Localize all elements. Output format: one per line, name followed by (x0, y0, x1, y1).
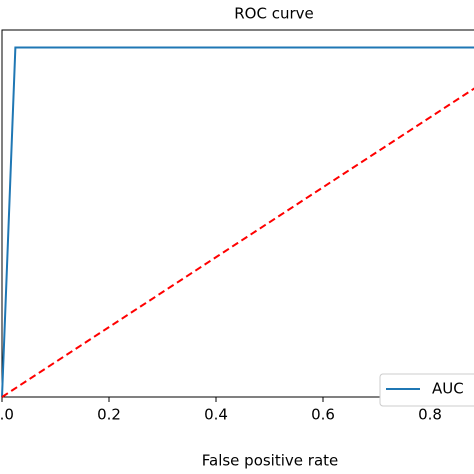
x-tick-label: 0.6 (311, 406, 335, 424)
legend-box (379, 373, 474, 407)
x-tick-label: 0.0 (0, 406, 14, 424)
x-tick-label: 0.4 (204, 406, 228, 424)
x-tick-label: 0.8 (418, 406, 442, 424)
series-line (1, 87, 474, 398)
chart-title: ROC curve (234, 5, 314, 23)
plot-frame (1, 29, 474, 398)
legend-label: AUC (432, 380, 464, 398)
x-tick-label: 0.2 (97, 406, 121, 424)
legend: AUC (379, 373, 474, 407)
series-line (1, 46, 474, 398)
x-axis-label: False positive rate (202, 452, 339, 470)
